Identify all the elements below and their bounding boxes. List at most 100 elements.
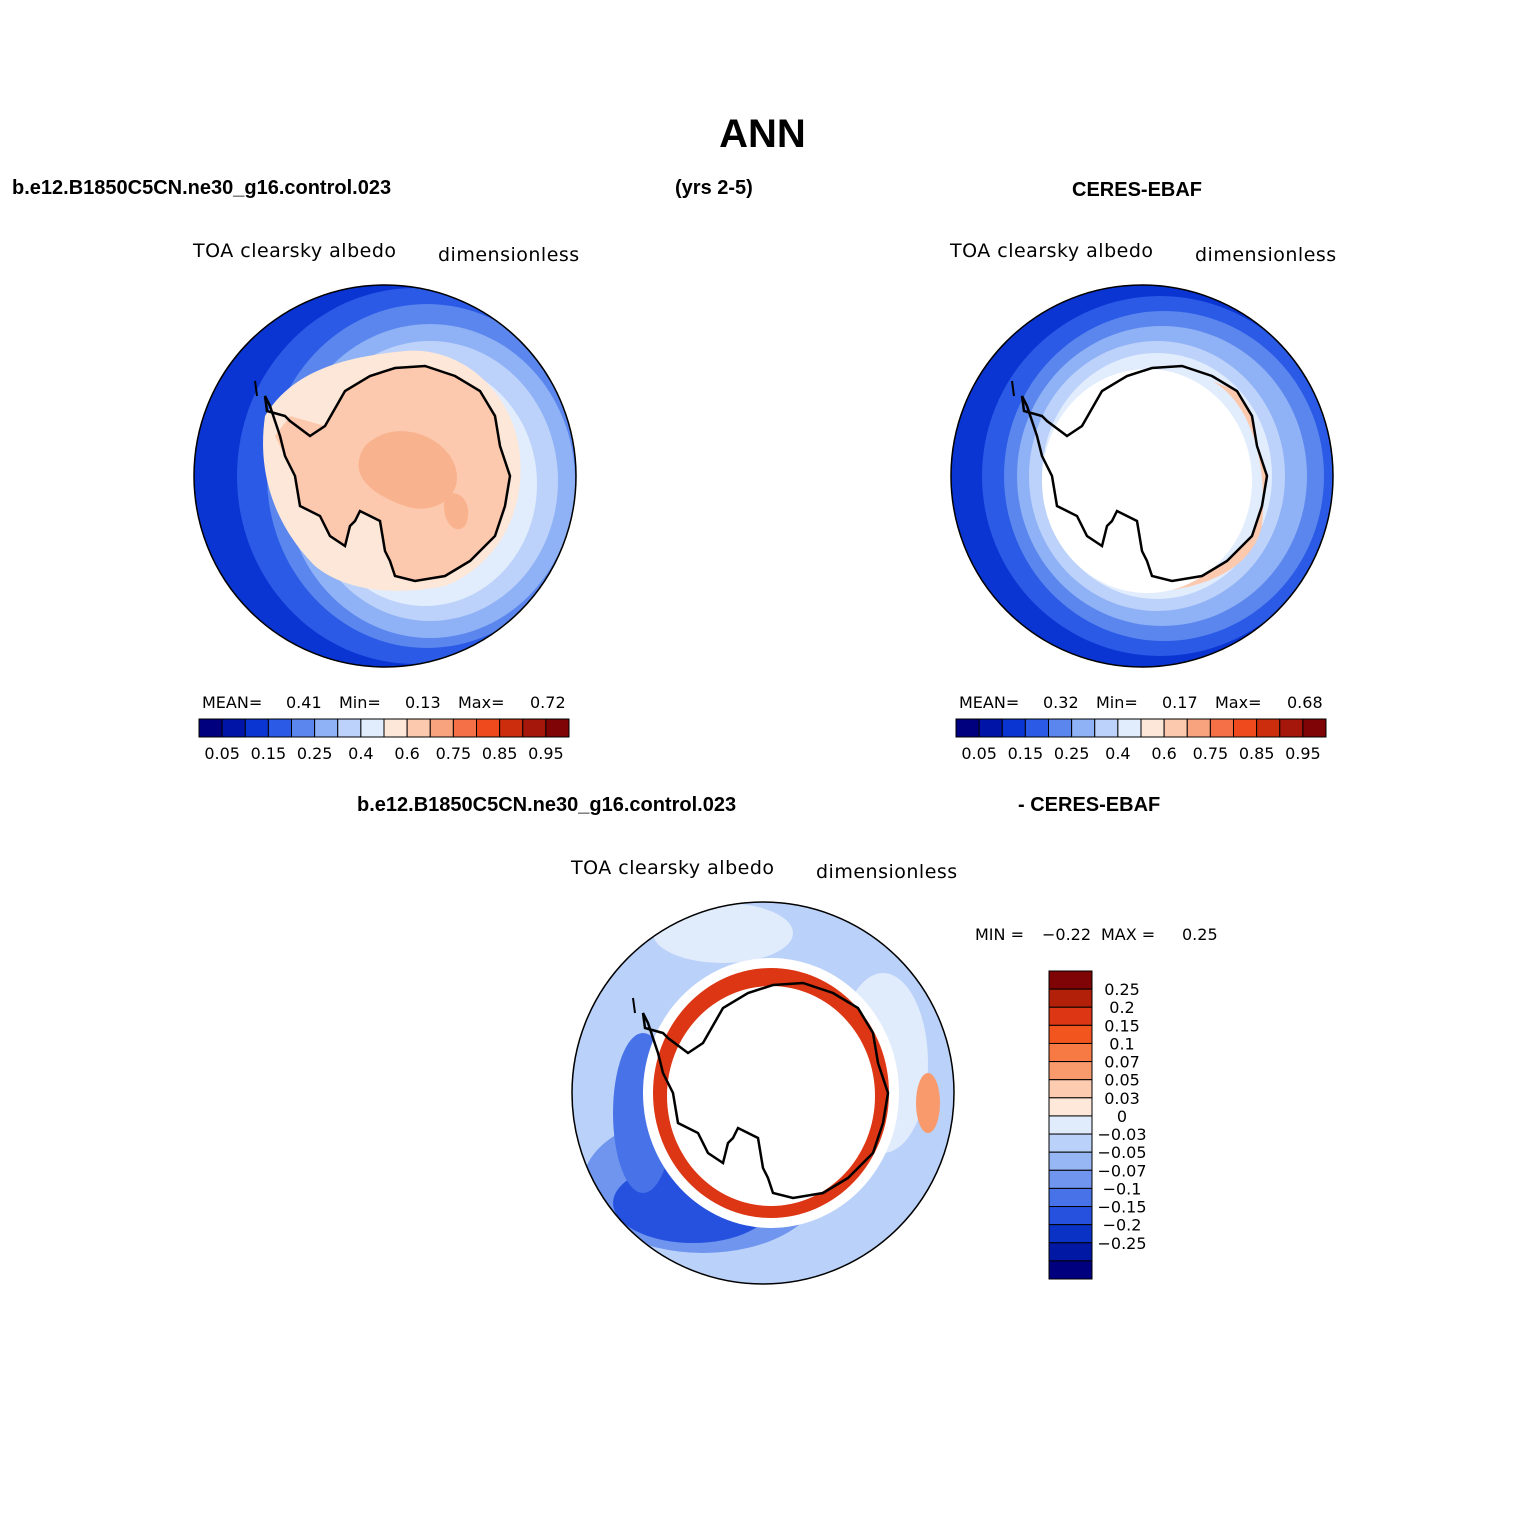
colorbar-difference-tick-label: −0.2 (1103, 1216, 1142, 1235)
colorbar-model-box (360, 718, 385, 738)
colorbar-model-tick-label: 0.25 (297, 744, 333, 763)
colorbar-difference-box (1048, 1151, 1093, 1171)
panel1-units: dimensionless (438, 244, 580, 266)
colorbar-model-box (476, 718, 501, 738)
colorbar-difference-tick-label: 0.25 (1104, 980, 1140, 999)
panel1-mean-value: 0.41 (286, 693, 322, 712)
panel3-units: dimensionless (816, 861, 958, 883)
colorbar-difference-tick-label: 0.03 (1104, 1089, 1140, 1108)
panel1-variable: TOA clearsky albedo (193, 240, 397, 262)
colorbar-obs-box (1071, 718, 1096, 738)
colorbar-obs-box (1117, 718, 1142, 738)
colorbar-obs-box (1302, 718, 1327, 738)
colorbar-difference-box (1048, 1061, 1093, 1081)
colorbar-difference-box (1048, 970, 1093, 990)
colorbar-obs-box (1186, 718, 1211, 738)
colorbar-obs-box (955, 718, 980, 738)
colorbar-difference-tick-label: 0 (1117, 1107, 1127, 1126)
panel2-mean-value: 0.32 (1043, 693, 1079, 712)
model-case-label: b.e12.B1850C5CN.ne30_g16.control.023 (12, 177, 392, 199)
colorbar-model-tick-label: 0.6 (394, 744, 419, 763)
panel2-max-label: Max= (1215, 693, 1262, 712)
colorbar-difference-box (1048, 1097, 1093, 1117)
colorbar-difference-tick-label: 0.2 (1109, 998, 1134, 1017)
colorbar-model-tick-label: 0.4 (348, 744, 373, 763)
colorbar-model-box (452, 718, 477, 738)
colorbar-model-box (337, 718, 362, 738)
colorbar-obs-tick-label: 0.15 (1008, 744, 1044, 763)
obs-label: CERES-EBAF (1072, 179, 1203, 201)
panel2-variable: TOA clearsky albedo (950, 240, 1154, 262)
colorbar-model-box (198, 718, 223, 738)
colorbar-obs-tick-label: 0.6 (1151, 744, 1176, 763)
colorbar-difference-box (1048, 1024, 1093, 1044)
colorbar-difference-tick-label: −0.05 (1097, 1143, 1146, 1162)
colorbar-difference-box (1048, 1133, 1093, 1153)
colorbar-obs-tick-label: 0.05 (961, 744, 997, 763)
colorbar-obs-box (978, 718, 1003, 738)
panel1-max-label: Max= (458, 693, 505, 712)
map-obs (950, 284, 1334, 668)
colorbar-difference-box (1048, 1042, 1093, 1063)
colorbar-difference-box (1048, 1169, 1093, 1189)
panel2-min-label: Min= (1096, 693, 1138, 712)
colorbar-obs-box (1024, 718, 1049, 738)
colorbar-obs-box (1094, 718, 1119, 738)
colorbar-obs-box (1140, 718, 1165, 738)
colorbar-difference-tick-label: 0.05 (1104, 1071, 1140, 1090)
colorbar-difference-tick-label: −0.1 (1103, 1179, 1142, 1198)
diff-model-label: b.e12.B1850C5CN.ne30_g16.control.023 (357, 794, 737, 816)
diff-obs-label: - CERES-EBAF (1018, 794, 1161, 816)
colorbar-model-box (499, 718, 524, 738)
panel1-mean-label: MEAN= (202, 693, 263, 712)
panel3-max-label: MAX = (1101, 925, 1156, 944)
panel3-max-value: 0.25 (1182, 925, 1218, 944)
panel3-min-value: −0.22 (1042, 925, 1092, 944)
colorbar-obs-tick-label: 0.95 (1285, 744, 1321, 763)
colorbar-difference-box (1048, 1206, 1093, 1226)
colorbar-obs-box (1163, 718, 1188, 738)
colorbar-model-tick-label: 0.05 (204, 744, 240, 763)
panel1-max-value: 0.72 (530, 693, 566, 712)
colorbar-difference-box (1048, 1115, 1093, 1135)
colorbar-model-box (429, 718, 454, 738)
colorbar-model-box (545, 718, 570, 738)
colorbar-difference-tick-label: 0.15 (1104, 1016, 1140, 1035)
colorbar-difference-tick-label: 0.1 (1109, 1034, 1134, 1053)
panel1-min-value: 0.13 (405, 693, 441, 712)
colorbar-obs-box (1256, 718, 1281, 738)
colorbar-obs-tick-label: 0.75 (1193, 744, 1229, 763)
colorbar-model-box (221, 718, 246, 738)
years-label: (yrs 2-5) (675, 177, 753, 199)
colorbar-difference-box (1048, 1187, 1093, 1208)
colorbar-difference-box (1048, 1224, 1093, 1244)
colorbar-model-box (267, 718, 292, 738)
colorbar-difference-tick-label: −0.15 (1097, 1198, 1146, 1217)
colorbar-obs-tick-label: 0.85 (1239, 744, 1275, 763)
colorbar-difference-tick-label: −0.03 (1097, 1125, 1146, 1144)
map-model (193, 284, 577, 668)
colorbar-difference-tick-label: −0.25 (1097, 1234, 1146, 1253)
colorbar-model-box (522, 718, 547, 738)
colorbar-model-box (314, 718, 339, 738)
panel2-max-value: 0.68 (1287, 693, 1323, 712)
panel3-variable: TOA clearsky albedo (571, 857, 775, 879)
colorbar-obs-box (1048, 718, 1073, 738)
panel2-mean-label: MEAN= (959, 693, 1020, 712)
page-title: ANN (719, 112, 806, 156)
colorbar-model-box (244, 718, 269, 738)
colorbar-difference-box (1048, 1006, 1093, 1026)
colorbar-obs-box (1001, 718, 1026, 738)
colorbar-model-box (291, 718, 316, 738)
colorbar-model-tick-label: 0.85 (482, 744, 518, 763)
colorbar-model-box (383, 718, 408, 738)
colorbar-difference: 0.250.20.150.10.070.050.030−0.03−0.05−0.… (1048, 970, 1147, 1280)
colorbar-difference-tick-label: −0.07 (1097, 1161, 1146, 1180)
colorbar-obs-box (1233, 718, 1258, 738)
colorbar-model-tick-label: 0.75 (436, 744, 472, 763)
colorbar-difference-box (1048, 1242, 1093, 1262)
colorbar-model-box (406, 718, 431, 738)
colorbar-model: 0.05 0.15 0.25 0.4 0.6 0.75 0.85 0.95 (198, 718, 570, 763)
colorbar-model-tick-label: 0.15 (251, 744, 287, 763)
panel2-min-value: 0.17 (1162, 693, 1198, 712)
